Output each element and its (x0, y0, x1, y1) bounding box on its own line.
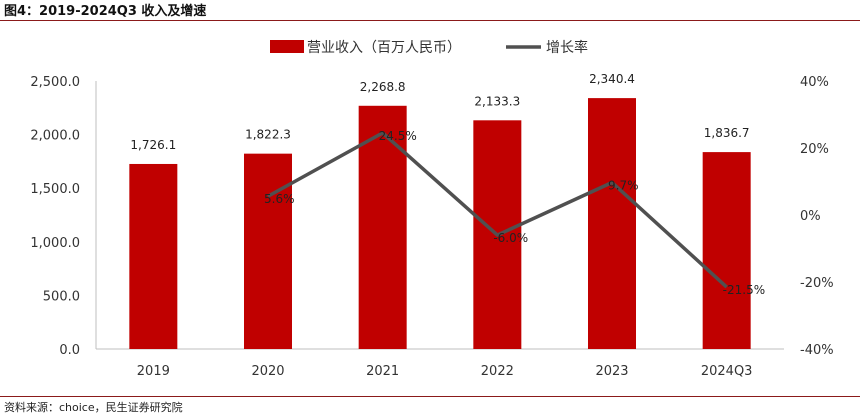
y-right-tick-label: -40% (800, 343, 834, 358)
x-tick-label: 2020 (251, 364, 284, 379)
chart: 0.0 500.0 1,000.0 1,500.0 2,000.0 2,500.0 -40%… (30, 39, 834, 379)
y-right-tick-label: 40% (800, 75, 829, 90)
title-rule (0, 20, 860, 21)
growth-data-label: -6.0% (493, 231, 528, 245)
x-tick-label: 2022 (481, 364, 514, 379)
bar-data-label: 2,133.3 (474, 94, 520, 108)
y-left-tick-label: 1,000.0 (30, 236, 80, 251)
legend-label-bar: 营业收入（百万人民币） (307, 40, 461, 56)
bar (702, 152, 751, 349)
bar-data-label: 1,726.1 (130, 138, 176, 152)
y-right-tick-label: 20% (800, 142, 829, 157)
x-tick-label: 2021 (366, 364, 399, 379)
legend-swatch-bar (270, 40, 304, 53)
bar-data-label: 2,268.8 (360, 80, 406, 94)
bar (129, 163, 178, 349)
y-left-tick-label: 2,500.0 (30, 75, 80, 90)
bar-data-label: 1,822.3 (245, 128, 291, 142)
bar-data-label: 2,340.4 (589, 72, 635, 86)
figure-title: 图4：2019-2024Q3 收入及增速 (4, 4, 207, 19)
growth-data-label: -21.5% (723, 283, 765, 297)
growth-data-label: 5.6% (264, 192, 295, 206)
y-left-tick-label: 1,500.0 (30, 182, 80, 197)
growth-line (267, 131, 728, 289)
x-tick-label: 2024Q3 (701, 364, 753, 379)
bar (244, 153, 292, 349)
x-tick-label: 2019 (137, 364, 170, 379)
bar (588, 98, 636, 349)
y-right-tick-label: -20% (800, 276, 834, 291)
y-left-tick-label: 0.0 (59, 343, 80, 358)
growth-data-label: 24.5% (379, 129, 417, 143)
y-right-tick-label: 0% (800, 209, 821, 224)
y-left-tick-label: 2,000.0 (30, 129, 80, 144)
source-note: 资料来源：choice，民生证券研究院 (4, 401, 183, 414)
growth-data-label: 9.7% (608, 179, 639, 193)
bar-data-label: 1,836.7 (704, 126, 750, 140)
y-left-tick-label: 500.0 (43, 289, 80, 304)
legend-label-line: 增长率 (546, 39, 588, 56)
source-rule (0, 396, 860, 397)
x-tick-label: 2023 (595, 364, 628, 379)
